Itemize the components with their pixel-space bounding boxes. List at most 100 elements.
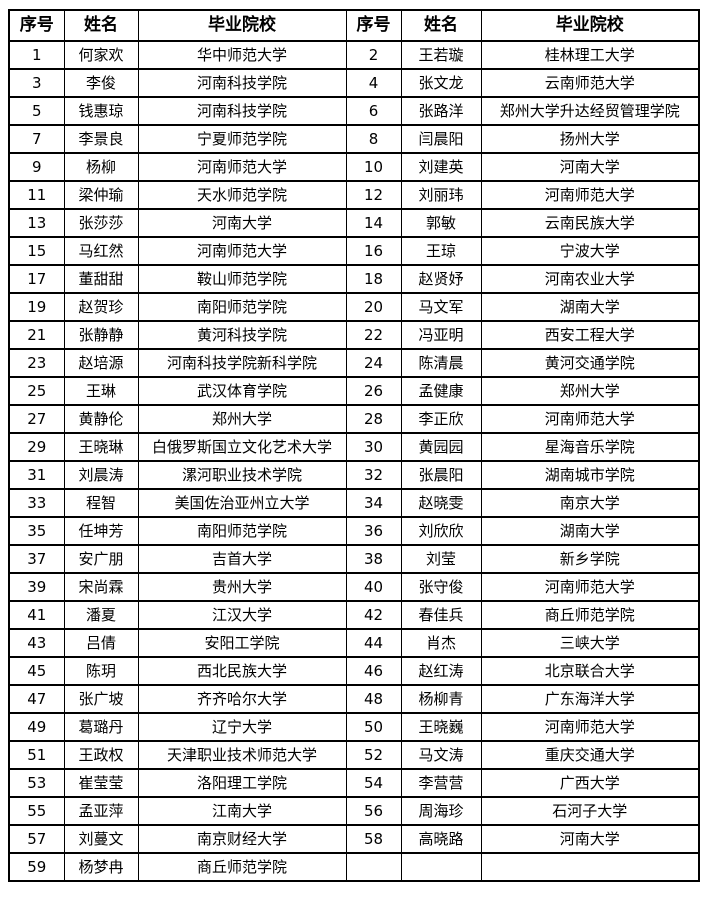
school-cell-left: 河南大学 (137, 208, 347, 238)
school-cell-left: 贵州大学 (137, 572, 347, 602)
school-cell-left: 天水师范学院 (137, 180, 347, 210)
seq-cell-left: 5 (8, 96, 65, 126)
school-cell-left: 黄河科技学院 (137, 320, 347, 350)
seq-cell-left: 55 (8, 796, 65, 826)
school-cell-right: 重庆交通大学 (480, 740, 700, 770)
school-cell-left: 鞍山师范学院 (137, 264, 347, 294)
table-row: 37 安广朋 吉首大学 38 刘莹 新乡学院 (8, 544, 700, 574)
seq-cell-left: 19 (8, 292, 65, 322)
name-cell-left: 安广朋 (63, 544, 139, 574)
table-row: 19 赵贺珍 南阳师范学院 20 马文军 湖南大学 (8, 292, 700, 322)
seq-cell-right: 22 (345, 320, 402, 350)
seq-cell-left: 13 (8, 208, 65, 238)
table-row: 57 刘蔓文 南京财经大学 58 高晓路 河南大学 (8, 824, 700, 854)
school-cell-left: 白俄罗斯国立文化艺术大学 (137, 432, 347, 462)
seq-cell-left: 17 (8, 264, 65, 294)
seq-cell-right: 12 (345, 180, 402, 210)
seq-cell-right: 2 (345, 40, 402, 70)
school-cell-left: 商丘师范学院 (137, 852, 347, 882)
table-row: 45 陈玥 西北民族大学 46 赵红涛 北京联合大学 (8, 656, 700, 686)
table-row: 53 崔莹莹 洛阳理工学院 54 李营营 广西大学 (8, 768, 700, 798)
name-cell-right: 赵晓雯 (400, 488, 482, 518)
table-row: 33 程智 美国佐治亚州立大学 34 赵晓雯 南京大学 (8, 488, 700, 518)
table-row: 59 杨梦冉 商丘师范学院 (8, 852, 700, 882)
school-cell-right: 星海音乐学院 (480, 432, 700, 462)
name-cell-right: 李正欣 (400, 404, 482, 434)
seq-cell-right: 8 (345, 124, 402, 154)
seq-cell-left: 27 (8, 404, 65, 434)
school-cell-right: 石河子大学 (480, 796, 700, 826)
seq-cell-right: 4 (345, 68, 402, 98)
header-school-right: 毕业院校 (480, 9, 700, 42)
table-row: 41 潘夏 江汉大学 42 春佳兵 商丘师范学院 (8, 600, 700, 630)
seq-cell-left: 57 (8, 824, 65, 854)
school-cell-right: 云南师范大学 (480, 68, 700, 98)
seq-cell-right: 52 (345, 740, 402, 770)
name-cell-right: 刘建英 (400, 152, 482, 182)
school-cell-right: 商丘师范学院 (480, 600, 700, 630)
header-school-left: 毕业院校 (137, 9, 347, 42)
school-cell-right: 黄河交通学院 (480, 348, 700, 378)
name-cell-right: 闫晨阳 (400, 124, 482, 154)
seq-cell-left: 41 (8, 600, 65, 630)
table-row: 29 王晓琳 白俄罗斯国立文化艺术大学 30 黄园园 星海音乐学院 (8, 432, 700, 462)
name-cell-right: 刘丽玮 (400, 180, 482, 210)
seq-cell-right: 56 (345, 796, 402, 826)
table-row: 47 张广坡 齐齐哈尔大学 48 杨柳青 广东海洋大学 (8, 684, 700, 714)
seq-cell-right: 48 (345, 684, 402, 714)
seq-cell-right: 14 (345, 208, 402, 238)
seq-cell-right: 28 (345, 404, 402, 434)
school-cell-left: 南京财经大学 (137, 824, 347, 854)
school-cell-left: 河南师范大学 (137, 236, 347, 266)
table-row: 43 吕倩 安阳工学院 44 肖杰 三峡大学 (8, 628, 700, 658)
school-cell-left: 漯河职业技术学院 (137, 460, 347, 490)
school-cell-right: 新乡学院 (480, 544, 700, 574)
school-cell-right: 广西大学 (480, 768, 700, 798)
school-cell-left: 西北民族大学 (137, 656, 347, 686)
name-cell-left: 钱惠琼 (63, 96, 139, 126)
seq-cell-right: 32 (345, 460, 402, 490)
school-cell-left: 天津职业技术师范大学 (137, 740, 347, 770)
graduates-table: 序号 姓名 毕业院校 序号 姓名 毕业院校 1 何家欢 华中师范大学 2 王若璇 桂林理工… (8, 9, 700, 882)
seq-cell-left: 59 (8, 852, 65, 882)
name-cell-right: 赵贤妤 (400, 264, 482, 294)
name-cell-left: 张静静 (63, 320, 139, 350)
school-cell-right: 河南大学 (480, 152, 700, 182)
school-cell-left: 宁夏师范学院 (137, 124, 347, 154)
name-cell-left: 何家欢 (63, 40, 139, 70)
school-cell-left: 河南科技学院新科学院 (137, 348, 347, 378)
school-cell-left: 江南大学 (137, 796, 347, 826)
table-row: 55 孟亚萍 江南大学 56 周海珍 石河子大学 (8, 796, 700, 826)
seq-cell-left: 51 (8, 740, 65, 770)
table-row: 35 任坤芳 南阳师范学院 36 刘欣欣 湖南大学 (8, 516, 700, 546)
seq-cell-left: 23 (8, 348, 65, 378)
name-cell-left: 孟亚萍 (63, 796, 139, 826)
seq-cell-left: 7 (8, 124, 65, 154)
name-cell-left: 王晓琳 (63, 432, 139, 462)
school-cell-right: 南京大学 (480, 488, 700, 518)
seq-cell-left: 33 (8, 488, 65, 518)
school-cell-right: 河南师范大学 (480, 712, 700, 742)
name-cell-left: 刘晨涛 (63, 460, 139, 490)
header-name-left: 姓名 (63, 9, 139, 42)
school-cell-left: 华中师范大学 (137, 40, 347, 70)
school-cell-right: 西安工程大学 (480, 320, 700, 350)
school-cell-left: 河南科技学院 (137, 68, 347, 98)
school-cell-right: 河南师范大学 (480, 404, 700, 434)
seq-cell-left: 35 (8, 516, 65, 546)
school-cell-left: 辽宁大学 (137, 712, 347, 742)
table-row: 27 黄静伦 郑州大学 28 李正欣 河南师范大学 (8, 404, 700, 434)
seq-cell-left: 53 (8, 768, 65, 798)
seq-cell-left: 21 (8, 320, 65, 350)
name-cell-right: 周海珍 (400, 796, 482, 826)
seq-cell-right: 36 (345, 516, 402, 546)
seq-cell-right: 44 (345, 628, 402, 658)
table-row: 7 李景良 宁夏师范学院 8 闫晨阳 扬州大学 (8, 124, 700, 154)
seq-cell-left: 43 (8, 628, 65, 658)
school-cell-left: 齐齐哈尔大学 (137, 684, 347, 714)
name-cell-right: 郭敏 (400, 208, 482, 238)
name-cell-right: 马文涛 (400, 740, 482, 770)
name-cell-right: 张守俊 (400, 572, 482, 602)
name-cell-left: 王琳 (63, 376, 139, 406)
